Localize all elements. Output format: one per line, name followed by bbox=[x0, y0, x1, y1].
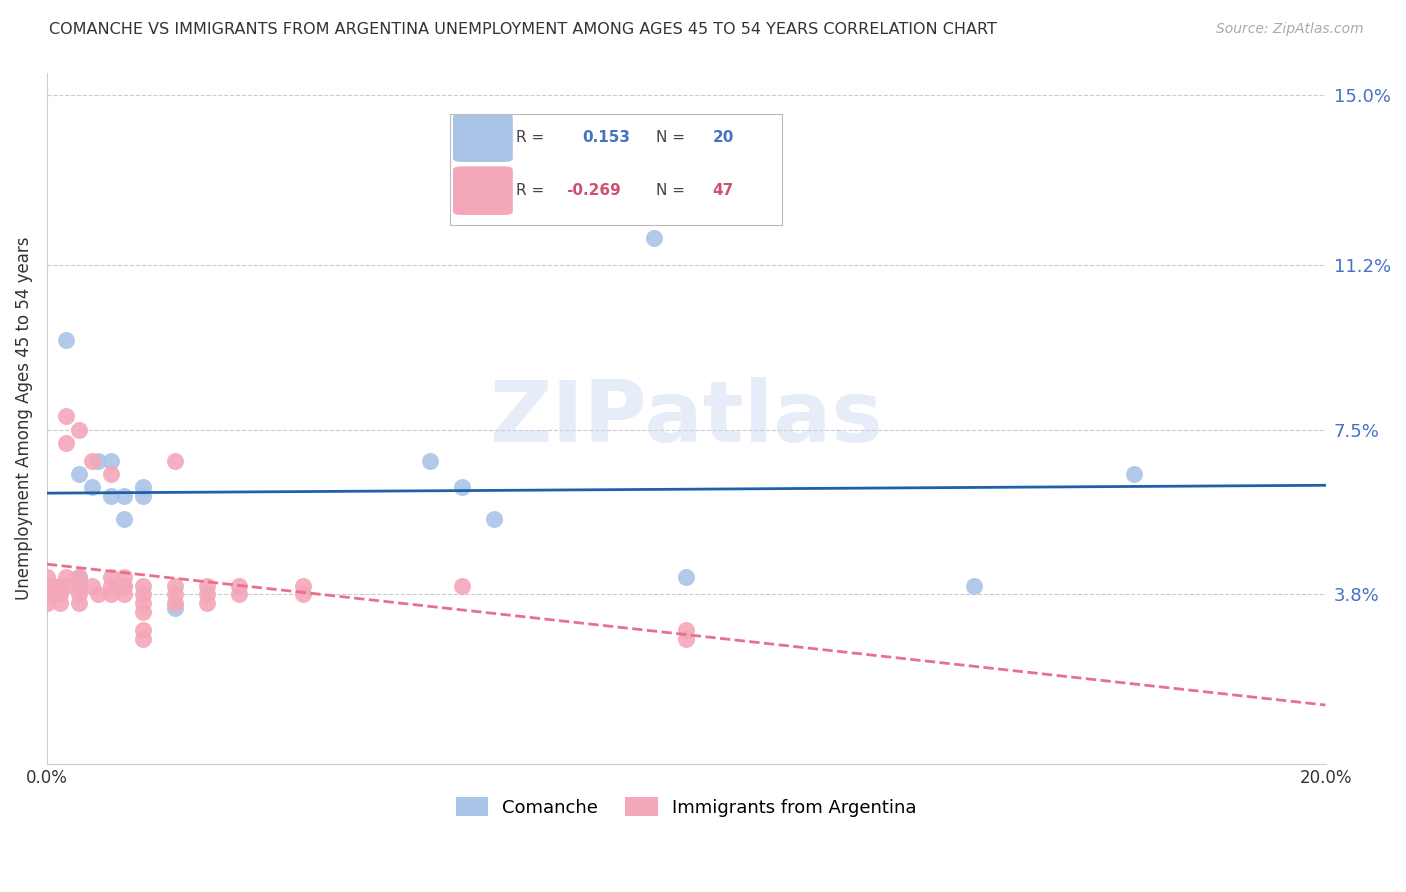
Point bbox=[1122, 467, 1144, 482]
Point bbox=[163, 578, 186, 592]
Point bbox=[67, 423, 90, 437]
Point bbox=[132, 605, 155, 619]
Point bbox=[132, 623, 155, 637]
Point bbox=[963, 578, 986, 592]
Point bbox=[132, 490, 155, 504]
Point bbox=[67, 596, 90, 610]
Point bbox=[291, 578, 314, 592]
Text: Source: ZipAtlas.com: Source: ZipAtlas.com bbox=[1216, 22, 1364, 37]
Point bbox=[163, 596, 186, 610]
Point bbox=[112, 511, 135, 525]
Point bbox=[55, 569, 77, 583]
Point bbox=[48, 578, 70, 592]
Point bbox=[80, 454, 103, 468]
Point bbox=[80, 578, 103, 592]
Point bbox=[195, 578, 218, 592]
Point bbox=[48, 587, 70, 601]
Point bbox=[100, 467, 122, 482]
Y-axis label: Unemployment Among Ages 45 to 54 years: Unemployment Among Ages 45 to 54 years bbox=[15, 236, 32, 600]
Point bbox=[643, 231, 665, 245]
Point bbox=[291, 587, 314, 601]
Point bbox=[132, 481, 155, 495]
Point bbox=[228, 587, 250, 601]
Point bbox=[67, 569, 90, 583]
Point bbox=[67, 569, 90, 583]
Point bbox=[228, 578, 250, 592]
Point bbox=[100, 490, 122, 504]
Point bbox=[87, 587, 110, 601]
Point bbox=[163, 600, 186, 615]
Point bbox=[419, 454, 441, 468]
Point bbox=[100, 587, 122, 601]
Point bbox=[675, 569, 697, 583]
Point bbox=[55, 436, 77, 450]
Point bbox=[675, 632, 697, 646]
Point bbox=[100, 569, 122, 583]
Point bbox=[35, 587, 58, 601]
Point bbox=[48, 596, 70, 610]
Point bbox=[55, 409, 77, 424]
Text: COMANCHE VS IMMIGRANTS FROM ARGENTINA UNEMPLOYMENT AMONG AGES 45 TO 54 YEARS COR: COMANCHE VS IMMIGRANTS FROM ARGENTINA UN… bbox=[49, 22, 997, 37]
Point bbox=[132, 632, 155, 646]
Legend: Comanche, Immigrants from Argentina: Comanche, Immigrants from Argentina bbox=[449, 790, 924, 824]
Point bbox=[163, 587, 186, 601]
Point bbox=[195, 587, 218, 601]
Point bbox=[112, 587, 135, 601]
Point bbox=[80, 481, 103, 495]
Point bbox=[35, 596, 58, 610]
Point bbox=[484, 511, 506, 525]
Point bbox=[42, 578, 65, 592]
Point bbox=[132, 587, 155, 601]
Point bbox=[87, 454, 110, 468]
Point bbox=[35, 578, 58, 592]
Point bbox=[112, 578, 135, 592]
Point bbox=[55, 578, 77, 592]
Point bbox=[100, 454, 122, 468]
Point bbox=[112, 578, 135, 592]
Point bbox=[35, 569, 58, 583]
Point bbox=[163, 454, 186, 468]
Point bbox=[195, 596, 218, 610]
Text: ZIPatlas: ZIPatlas bbox=[489, 377, 883, 460]
Point bbox=[132, 596, 155, 610]
Point bbox=[67, 587, 90, 601]
Point bbox=[67, 467, 90, 482]
Point bbox=[112, 569, 135, 583]
Point bbox=[132, 578, 155, 592]
Point bbox=[67, 578, 90, 592]
Point bbox=[675, 623, 697, 637]
Point bbox=[100, 578, 122, 592]
Point bbox=[451, 481, 474, 495]
Point bbox=[55, 334, 77, 348]
Point bbox=[112, 490, 135, 504]
Point bbox=[451, 578, 474, 592]
